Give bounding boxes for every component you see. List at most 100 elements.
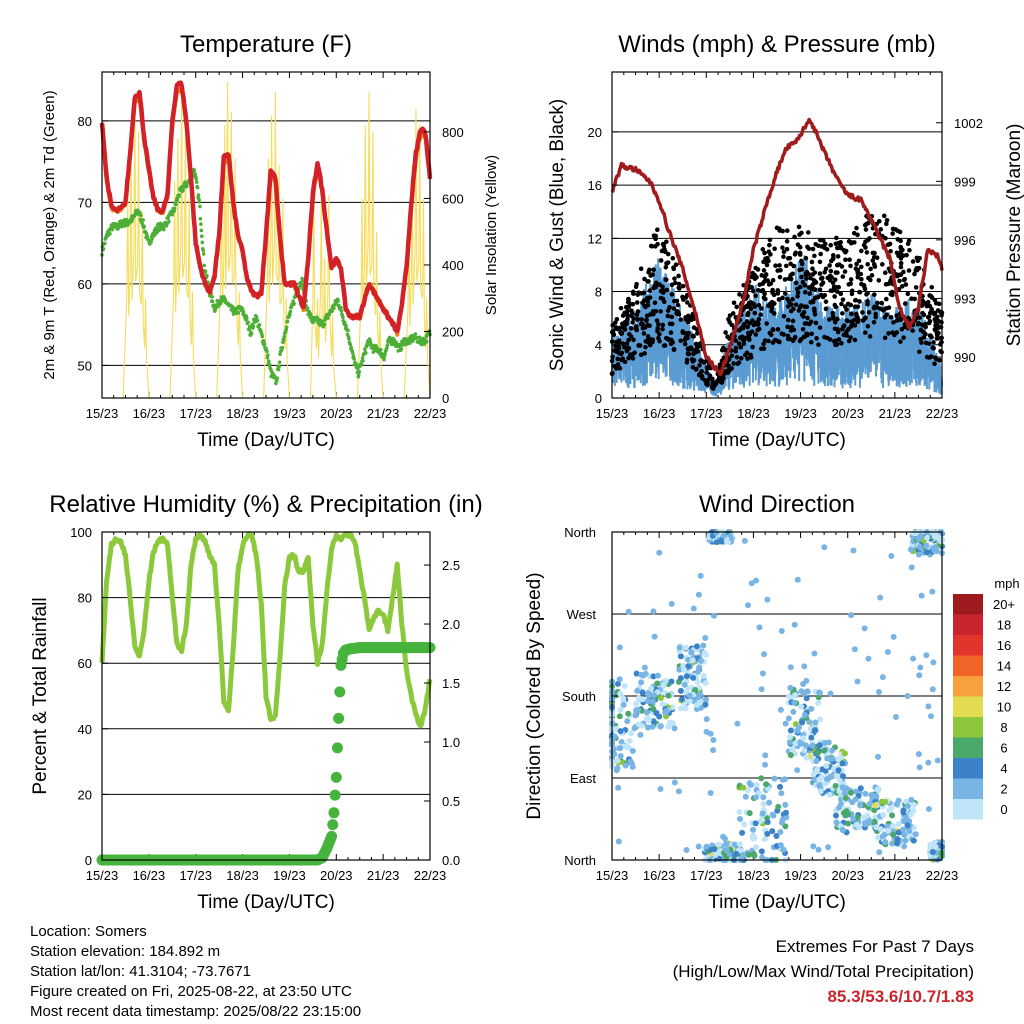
direction-point [633,670,640,677]
direction-point [912,831,919,838]
direction-point [857,802,864,809]
gust-point [817,259,823,265]
gust-point [726,316,731,322]
direction-point [707,790,714,797]
direction-point [777,706,784,713]
gust-point [792,334,798,340]
dewpoint-point [185,184,189,189]
direction-point [895,797,902,804]
dewpoint-point [200,240,205,245]
gust-point [691,334,696,339]
direction-point [697,691,704,698]
relative-humidity-line [99,531,433,729]
gust-point [910,259,916,264]
direction-point [686,697,693,704]
gust-point [814,336,819,341]
dewpoint-point [274,379,279,383]
panel-winds: 15/23 16/23 17/23 18/23 19/23 20/23 21/23 22/23… [547,31,1024,451]
gust-point [810,266,815,272]
direction-point [740,784,747,791]
gust-point [828,288,834,293]
gust-point [847,257,852,262]
gust-point [673,280,678,286]
gust-point [660,326,665,332]
direction-point [822,767,829,774]
dewpoint-point [351,354,356,358]
gust-point [865,261,870,267]
gust-point [669,292,675,297]
dewpoint-point [194,177,198,181]
gust-point [884,221,889,227]
legend-swatch [953,655,983,676]
elevation-text: Station elevation: 184.892 m [30,943,221,960]
dewpoint-point [174,202,178,207]
direction-point [787,684,794,691]
direction-point [752,820,759,827]
direction-point [895,821,902,828]
gust-point [809,331,814,337]
direction-point [707,730,714,737]
y2-tick-label: 600 [442,191,464,206]
direction-point [927,713,934,720]
direction-point [886,807,893,814]
direction-point [850,547,857,554]
direction-point [901,843,908,850]
direction-point [841,750,848,757]
gust-point [819,244,824,249]
gust-point [750,288,756,294]
location-text: Location: Somers [30,923,147,940]
gust-point [818,251,824,257]
direction-point [645,716,652,723]
chart-title: Wind Direction [699,491,855,518]
gust-point [905,241,911,246]
direction-point [845,820,852,827]
gust-point [737,335,743,341]
direction-point [639,690,646,697]
direction-point [745,851,752,858]
y2-tick-label: 1.0 [442,735,460,750]
y2-tick-label: 0 [442,391,449,406]
direction-point [777,829,784,836]
gust-point [653,244,658,249]
x-tick-label: 20/23 [320,868,353,883]
direction-point [916,672,923,679]
gust-point [898,249,903,255]
dewpoint-point [361,358,365,363]
gust-point [766,303,771,309]
legend-label: 12 [997,679,1011,694]
direction-point [804,688,811,695]
y2-axis-label: Station Pressure (Maroon) [1004,124,1024,347]
gust-point [859,248,864,254]
direction-point [694,701,701,708]
gust-point [693,367,699,372]
direction-point [713,529,720,536]
dewpoint-point [350,351,355,355]
direction-point [808,734,815,741]
gust-point [791,263,797,269]
gust-point [855,269,860,274]
gust-point [742,322,747,328]
direction-point [622,762,629,769]
direction-point [832,782,839,789]
direction-point [745,787,752,794]
legend-label: 14 [997,659,1011,674]
gust-point [762,250,767,256]
direction-point [648,685,655,692]
y-axis-label: Direction (Colored By Speed) [524,572,545,819]
gust-point [646,279,651,284]
direction-point [882,798,889,805]
gust-point [749,329,755,334]
gust-point [935,335,941,341]
chart-title: Relative Humidity (%) & Precipitation (i… [49,491,482,518]
gust-point [927,293,932,298]
gust-point [828,268,834,274]
direction-point [753,794,760,801]
y-tick-label: North [564,525,596,540]
gust-point [802,283,808,288]
gust-point [624,341,630,346]
gust-point [917,315,923,320]
gust-point [890,290,895,295]
dewpoint-point [103,241,107,246]
direction-point [810,843,817,850]
direction-point [800,681,807,688]
